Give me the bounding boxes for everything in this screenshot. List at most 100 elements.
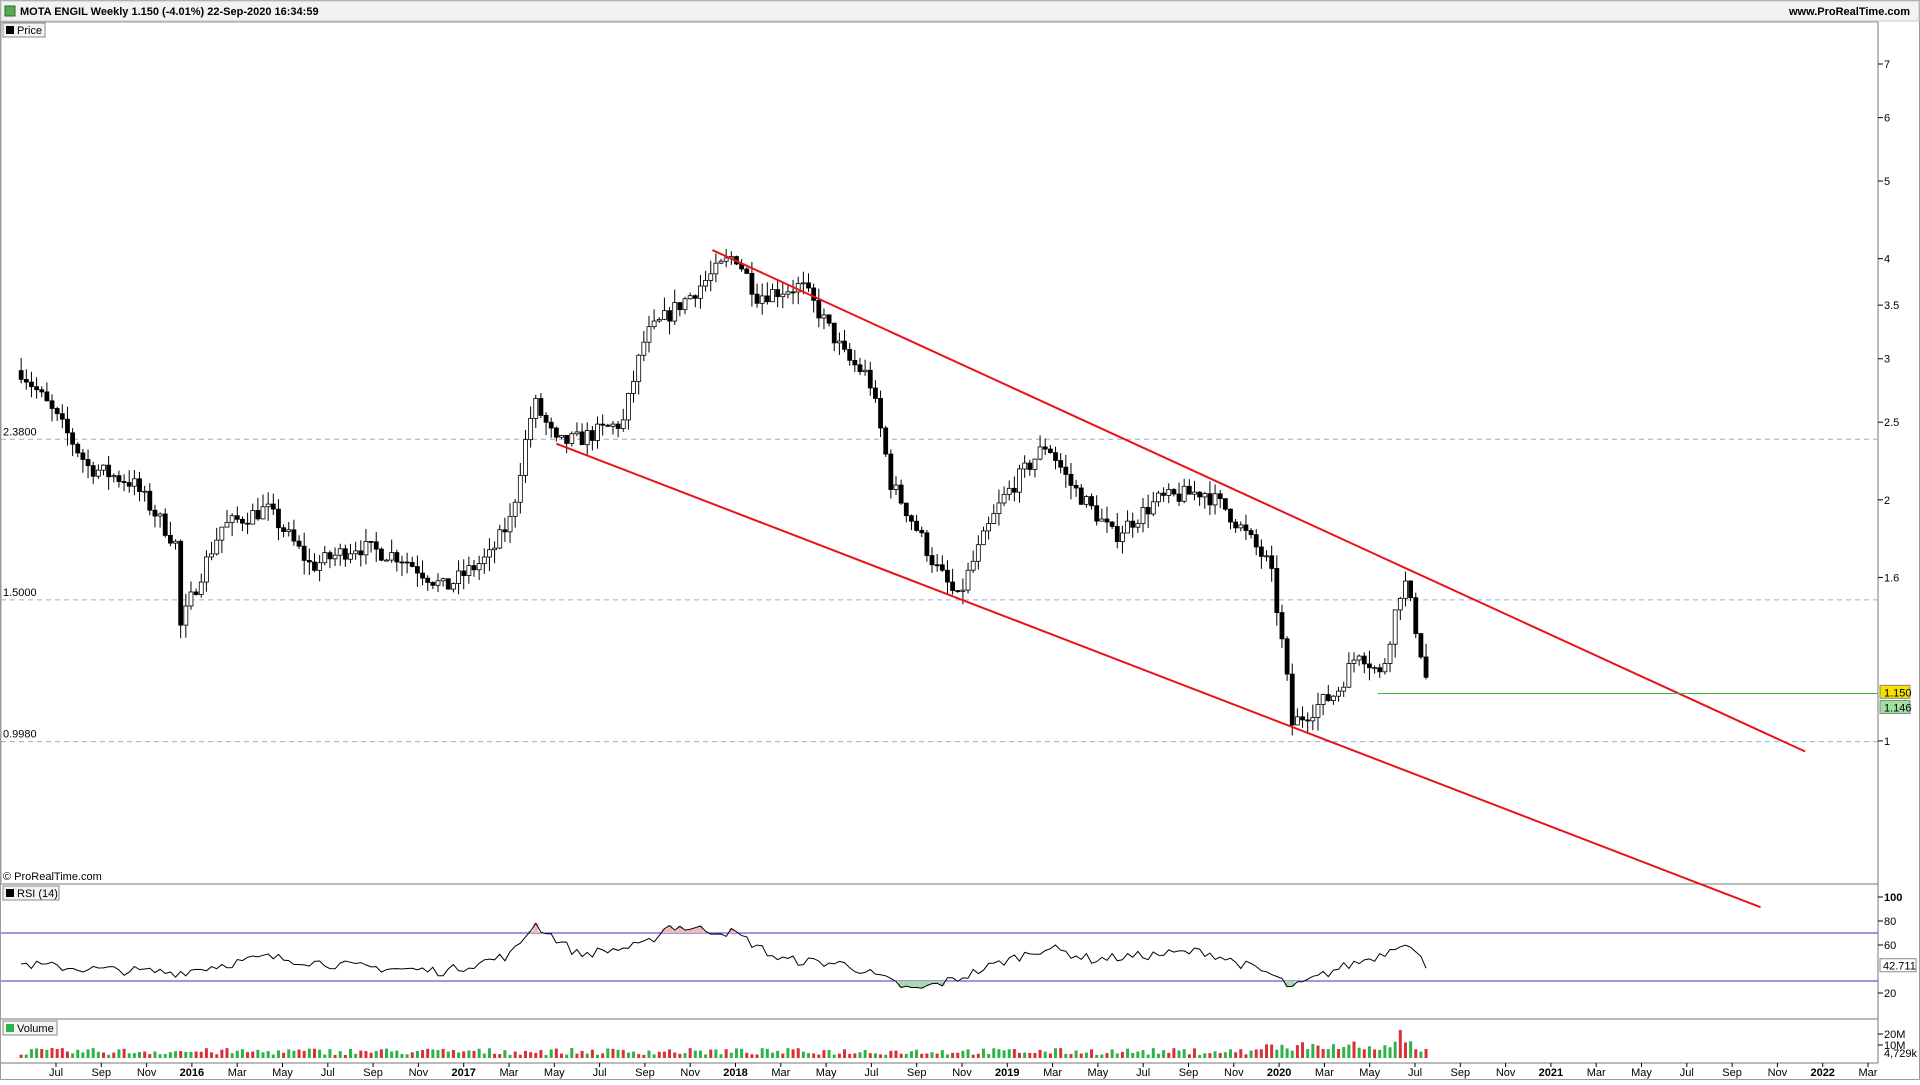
volume-bar xyxy=(451,1050,455,1058)
volume-bar xyxy=(400,1053,404,1058)
candle-body xyxy=(1294,716,1300,726)
volume-bar xyxy=(153,1051,157,1058)
volume-bar xyxy=(467,1050,471,1058)
volume-bar xyxy=(987,1054,991,1058)
candle-body xyxy=(1356,655,1362,661)
volume-bar xyxy=(1357,1047,1361,1058)
candle-body xyxy=(451,583,456,590)
volume-bar xyxy=(1280,1044,1284,1058)
volume-legend[interactable]: Volume xyxy=(2,1020,58,1036)
volume-tick-label: 10M xyxy=(1884,1040,1905,1052)
candle-body xyxy=(579,431,585,446)
volume-bar xyxy=(513,1051,517,1058)
x-tick-label: Sep xyxy=(1179,1067,1199,1079)
candle-body xyxy=(296,540,302,547)
volume-bar xyxy=(1290,1050,1294,1058)
volume-bar xyxy=(1198,1054,1202,1058)
candle-body xyxy=(662,310,667,320)
volume-bar xyxy=(1090,1049,1094,1058)
volume-bar xyxy=(868,1053,872,1058)
candle-body xyxy=(260,506,266,520)
candle-body xyxy=(291,529,297,542)
candle-body xyxy=(523,439,528,476)
candle-body xyxy=(301,545,307,561)
candle-body xyxy=(1166,489,1172,496)
volume-bar xyxy=(873,1053,877,1058)
x-tick-label: Sep xyxy=(1722,1067,1742,1079)
candle-body xyxy=(692,295,698,299)
x-tick-label: 2019 xyxy=(995,1067,1019,1079)
volume-bar xyxy=(523,1050,527,1058)
volume-bar xyxy=(1378,1049,1382,1058)
candle-body xyxy=(204,556,209,583)
candle-body xyxy=(996,502,1002,515)
candle-body xyxy=(404,561,410,564)
price-legend[interactable]: Price xyxy=(2,22,46,38)
volume-bar xyxy=(1023,1052,1027,1058)
candle-body xyxy=(893,484,899,490)
candle-body xyxy=(430,581,436,586)
volume-bar xyxy=(714,1049,718,1058)
volume-bar xyxy=(1064,1053,1068,1058)
volume-bar xyxy=(1388,1047,1392,1058)
candle-body xyxy=(842,340,847,350)
volume-bar xyxy=(652,1054,656,1058)
candle-body xyxy=(1109,521,1115,527)
candle-body xyxy=(1248,530,1254,536)
candle-body xyxy=(528,417,534,441)
volume-bar xyxy=(266,1051,270,1058)
candle-body xyxy=(1042,446,1048,450)
rsi-legend-label: RSI (14) xyxy=(17,888,58,900)
volume-bar xyxy=(1038,1049,1042,1058)
volume-bar xyxy=(673,1052,677,1058)
candle-body xyxy=(950,581,956,591)
candle-body xyxy=(54,408,60,415)
candle-body xyxy=(831,322,837,344)
price-legend-label: Price xyxy=(17,25,42,37)
volume-bar xyxy=(117,1049,121,1058)
candle-body xyxy=(65,418,70,434)
candle-body xyxy=(75,443,81,454)
volume-bar xyxy=(961,1050,965,1058)
volume-bar xyxy=(179,1051,183,1058)
volume-bar xyxy=(549,1049,553,1058)
candle-body xyxy=(219,526,225,541)
last-ref-label: 1.146 xyxy=(1884,703,1912,715)
y-axis: 7 6 5 4 3.5 3 2.5 2 1.6 1 xyxy=(1878,59,1899,748)
volume-bar xyxy=(441,1048,445,1058)
candle-body xyxy=(631,381,636,394)
volume-bar xyxy=(1326,1049,1330,1058)
candle-body xyxy=(332,554,338,560)
candle-body xyxy=(1186,485,1192,495)
candle-body xyxy=(1140,506,1146,524)
volume-bar xyxy=(292,1050,296,1058)
volume-bar xyxy=(662,1051,666,1058)
candle-body xyxy=(1156,492,1161,503)
volume-bar xyxy=(204,1048,208,1058)
candle-body xyxy=(1150,501,1156,515)
candle-body xyxy=(1181,485,1187,502)
candle-body xyxy=(770,289,775,303)
candle-body xyxy=(306,560,312,563)
trend-channel[interactable] xyxy=(555,249,1806,909)
candle-body xyxy=(852,359,858,366)
candle-body xyxy=(1269,555,1275,569)
price-tick-label: 1 xyxy=(1884,736,1890,748)
volume-bar xyxy=(29,1049,33,1058)
candle-body xyxy=(589,430,595,441)
volume-bar xyxy=(786,1048,790,1058)
candle-body xyxy=(780,293,786,298)
volume-bar xyxy=(1100,1054,1104,1058)
volume-bar xyxy=(318,1049,322,1058)
volume-bar xyxy=(1285,1048,1289,1058)
candle-body xyxy=(816,299,822,319)
volume-bar xyxy=(122,1048,126,1058)
candle-body xyxy=(368,540,374,543)
candle-body xyxy=(723,257,729,262)
volume-bar xyxy=(415,1051,419,1058)
rsi-legend[interactable]: RSI (14) xyxy=(2,885,60,901)
candle-body xyxy=(1047,448,1053,454)
candle-body xyxy=(173,540,178,544)
candle-body xyxy=(59,413,65,420)
